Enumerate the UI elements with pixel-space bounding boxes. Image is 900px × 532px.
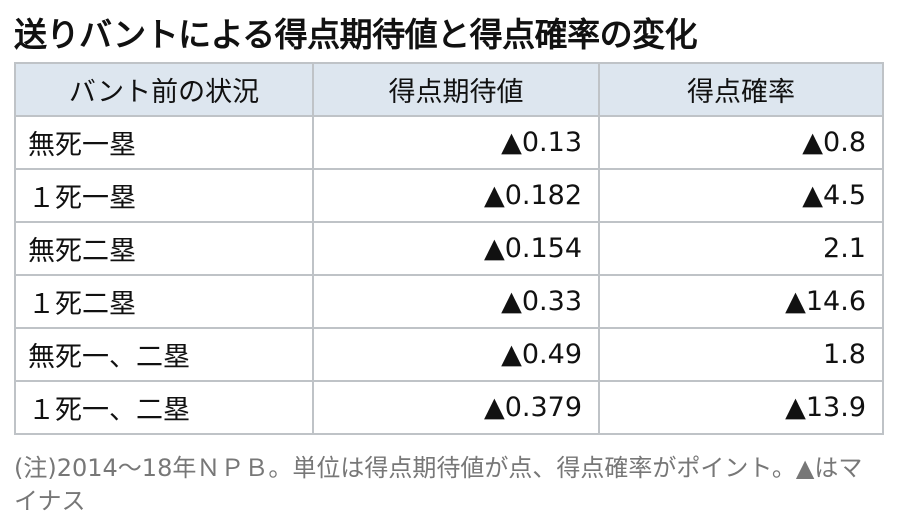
table-row: １死一、二塁 ▲0.379 ▲13.9 <box>14 380 884 435</box>
header-cell: バント前の状況 <box>14 62 314 117</box>
value-cell: ▲0.379 <box>312 380 600 435</box>
value-cell: ▲0.154 <box>312 221 600 276</box>
row-label: 無死一塁 <box>14 115 314 170</box>
value-cell: ▲0.49 <box>312 327 600 382</box>
value-cell: 1.8 <box>598 327 884 382</box>
value-cell: ▲13.9 <box>598 380 884 435</box>
value-cell: ▲14.6 <box>598 274 884 329</box>
title: 送りバントによる得点期待値と得点確率の変化 <box>14 15 698 54</box>
header-cell: 得点確率 <box>598 62 884 117</box>
value-cell: ▲4.5 <box>598 168 884 223</box>
row-label: １死二塁 <box>14 274 314 329</box>
table-body: 無死一塁 ▲0.13 ▲0.8 １死一塁 ▲0.182 ▲4.5 無死二塁 ▲0.154 2.1… <box>14 115 884 435</box>
row-label: １死一塁 <box>14 168 314 223</box>
header-cell: 得点期待値 <box>312 62 600 117</box>
table-row: 無死二塁 ▲0.154 2.1 <box>14 221 884 276</box>
table: バント前の状況 得点期待値 得点確率 無死一塁 ▲0.13 ▲0.8 １死一塁 ▲0.182… <box>14 62 884 435</box>
value-cell: 2.1 <box>598 221 884 276</box>
row-label: 無死二塁 <box>14 221 314 276</box>
table-row: １死二塁 ▲0.33 ▲14.6 <box>14 274 884 329</box>
row-label: １死一、二塁 <box>14 380 314 435</box>
value-cell: ▲0.8 <box>598 115 884 170</box>
value-cell: ▲0.13 <box>312 115 600 170</box>
table-row: １死一塁 ▲0.182 ▲4.5 <box>14 168 884 223</box>
table-row: 無死一、二塁 ▲0.49 1.8 <box>14 327 884 382</box>
row-label: 無死一、二塁 <box>14 327 314 382</box>
table-row: 無死一塁 ▲0.13 ▲0.8 <box>14 115 884 170</box>
table-header: バント前の状況 得点期待値 得点確率 <box>14 62 884 117</box>
header-row: バント前の状況 得点期待値 得点確率 <box>14 62 884 117</box>
value-cell: ▲0.33 <box>312 274 600 329</box>
note: (注)2014～18年ＮＰＢ。単位は得点期待値が点、得点確率がポイント。▲はマイ… <box>14 454 863 515</box>
value-cell: ▲0.182 <box>312 168 600 223</box>
